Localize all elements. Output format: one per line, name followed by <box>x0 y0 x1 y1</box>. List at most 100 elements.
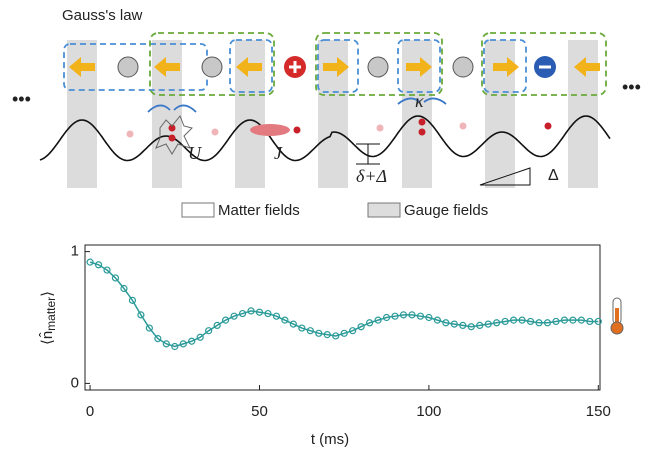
data-point <box>205 327 213 335</box>
data-point <box>425 313 433 322</box>
data-point <box>247 307 255 315</box>
data-point <box>510 316 518 324</box>
data-point <box>230 312 238 320</box>
data-point <box>332 332 340 340</box>
data-point <box>222 316 230 324</box>
data-point <box>560 316 569 324</box>
legend-label: Gauge fields <box>404 202 488 219</box>
thermometer-icon <box>610 297 624 335</box>
legend-swatch <box>181 202 215 218</box>
ellipsis-right: ••• <box>622 77 641 97</box>
x-axis-label: t (ms) <box>311 431 349 448</box>
data-point <box>442 319 450 327</box>
label-kappa: κ <box>415 91 424 111</box>
data-point <box>111 274 120 282</box>
data-point <box>264 309 272 318</box>
x-tick-label: 150 <box>586 403 611 420</box>
data-point <box>552 317 560 326</box>
data-point <box>103 266 111 274</box>
data-point <box>171 342 179 351</box>
gauge-arrow <box>493 57 519 77</box>
potential <box>39 115 611 162</box>
x-tick-label: 50 <box>251 403 268 420</box>
gauge-site <box>67 40 97 188</box>
plot-frame <box>84 244 601 391</box>
data-point <box>450 320 458 328</box>
legend-swatch <box>367 202 401 218</box>
gauge-arrow <box>574 57 600 77</box>
data-point <box>366 319 374 327</box>
data-point <box>586 317 594 326</box>
gauge-arrow <box>323 57 349 77</box>
charge-sign <box>293 61 297 73</box>
data-point <box>213 321 221 330</box>
matter-site <box>452 56 474 78</box>
gauss-boxes <box>63 32 607 96</box>
data-point <box>255 308 264 316</box>
matter-site <box>367 56 389 78</box>
data-point <box>577 316 585 324</box>
data-point <box>484 320 492 328</box>
data-point <box>86 258 94 266</box>
gauge-arrow <box>236 57 262 77</box>
atoms <box>126 97 552 186</box>
matter-site <box>117 56 139 78</box>
data-point <box>569 316 577 324</box>
y-tick-label: 1 <box>71 243 79 260</box>
data-point <box>374 316 382 324</box>
data-point <box>179 340 187 348</box>
gauge-site <box>235 40 265 188</box>
label-offset: δ+Δ <box>356 166 387 186</box>
diagram-title: Gauss's law <box>62 7 143 24</box>
data-point <box>526 317 535 326</box>
gauge-arrow <box>69 57 95 77</box>
gauge-sites <box>67 40 598 188</box>
data-point <box>94 261 103 269</box>
fit-line <box>89 261 599 348</box>
label-tilt: Δ <box>548 167 559 184</box>
legend-label: Matter fields <box>218 202 300 219</box>
data-point <box>154 334 162 343</box>
gauge-arrow <box>154 57 180 77</box>
data-point <box>315 329 323 337</box>
label-u: U <box>188 143 202 163</box>
data-point <box>594 317 602 326</box>
data-point <box>501 317 509 326</box>
data-point <box>120 284 128 293</box>
data-point <box>289 320 297 328</box>
data-point <box>238 309 247 318</box>
data-point <box>340 329 348 337</box>
data-point <box>476 321 484 330</box>
data-point <box>416 312 425 320</box>
data-point <box>306 327 314 335</box>
data-point <box>298 324 306 332</box>
data-point <box>137 311 145 319</box>
data-point <box>518 316 526 324</box>
data-point <box>162 340 170 348</box>
data-point <box>145 324 153 332</box>
y-axis-label: ⟨n̂matter⟩ <box>38 291 58 345</box>
data-point <box>543 319 552 327</box>
lattice-row <box>69 56 600 78</box>
data-point <box>391 312 399 320</box>
charge-sign <box>539 65 551 69</box>
data-point <box>382 313 391 322</box>
data-point <box>535 319 543 327</box>
data-point <box>408 311 416 319</box>
data-point <box>188 337 196 345</box>
gauge-site <box>402 40 432 188</box>
data-point <box>281 316 289 324</box>
data-point <box>272 312 281 320</box>
gauge-site <box>152 40 182 188</box>
data-point <box>357 323 365 331</box>
gauge-arrow <box>406 57 432 77</box>
data-point <box>399 311 408 319</box>
ellipsis-left: ••• <box>12 89 31 109</box>
data-point <box>433 316 441 324</box>
matter-site <box>201 56 223 78</box>
data-point <box>493 319 501 327</box>
y-tick-label: 0 <box>71 374 79 391</box>
data-point <box>323 331 331 339</box>
data-point <box>196 333 204 341</box>
